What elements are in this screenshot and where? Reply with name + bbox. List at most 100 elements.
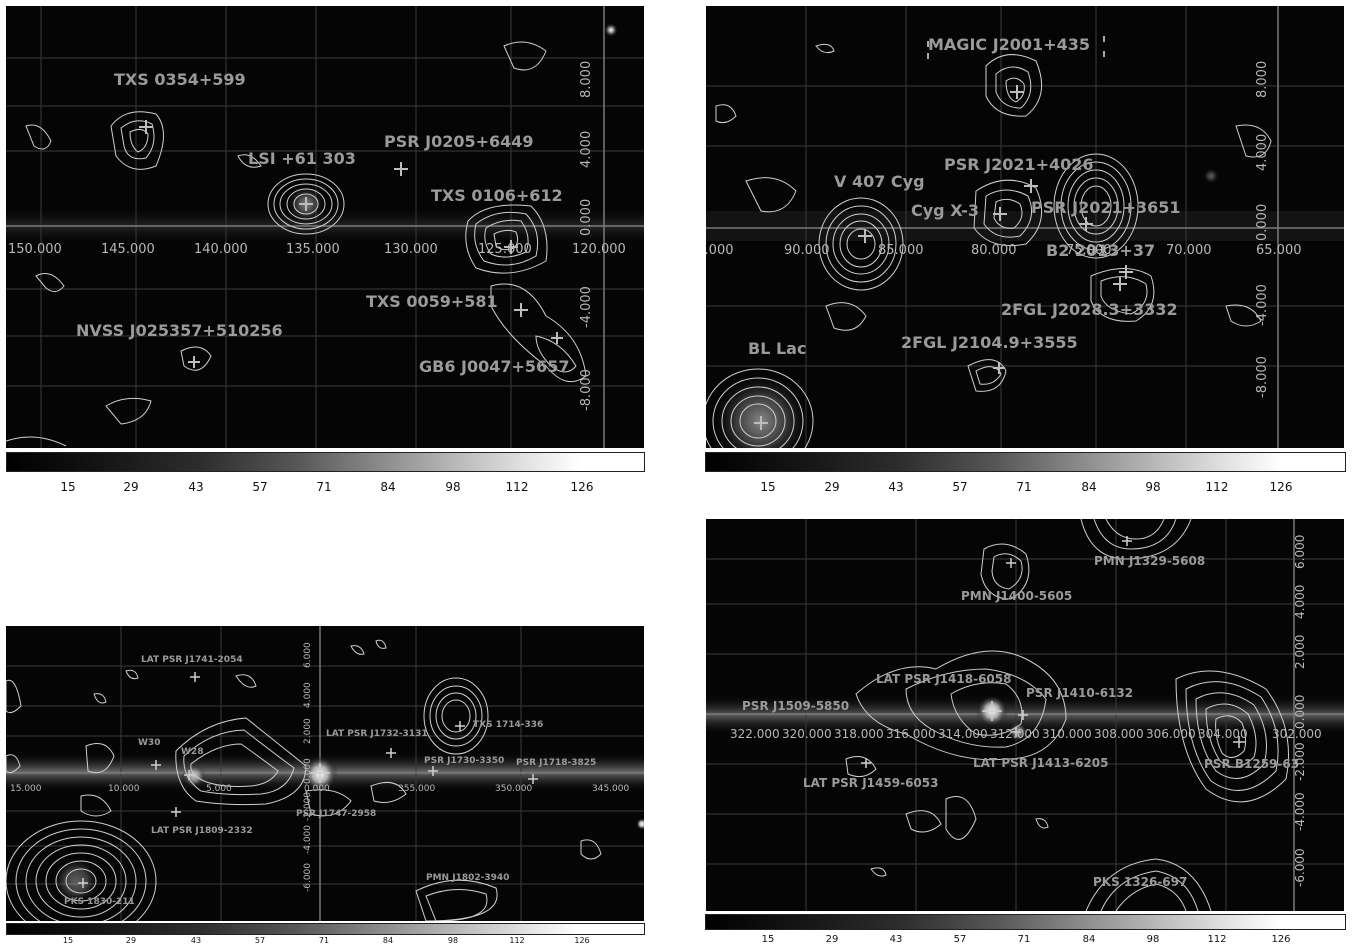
colorbar-tick: 98	[1146, 934, 1160, 945]
contour-lines	[845, 519, 1289, 911]
x-axis-tick: 314.000	[938, 727, 988, 741]
colorbar-tick: 43	[188, 480, 204, 494]
source-label: PMN J1802-3940	[426, 873, 509, 883]
source-label: PKS 1830-211	[64, 897, 135, 907]
colorbar	[6, 923, 645, 935]
source-label: LAT PSR J1741-2054	[141, 655, 243, 665]
y-axis-tick: 0.000	[1293, 695, 1307, 729]
source-label: LAT PSR J1732-3131	[326, 729, 428, 739]
source-label: LAT PSR J1809-2332	[151, 826, 253, 836]
x-axis-tick: 0.000	[304, 784, 330, 794]
colorbar-tick: 57	[254, 936, 266, 945]
source-label: 2FGL J2028.3+3332	[1001, 300, 1178, 319]
colorbar-tick: 126	[570, 480, 594, 494]
colorbar-tick: 84	[1082, 934, 1096, 945]
contour-lines	[706, 43, 1272, 448]
colorbar	[705, 452, 1346, 472]
x-axis-tick: 320.000	[782, 727, 832, 741]
source-label: LAT PSR J1459-6053	[803, 776, 938, 790]
colorbar-tick: 126	[1269, 480, 1293, 494]
colorbar-tick: 71	[318, 936, 330, 945]
colorbar-tick: 98	[445, 480, 461, 494]
source-label: TXS 1714-336	[473, 720, 543, 730]
colorbar-tick: 15	[760, 480, 776, 494]
x-axis-tick: 145.000	[101, 242, 155, 257]
x-axis-tick: 80.000	[971, 243, 1017, 258]
sky-map-panel-bottom-right: PMN J1329-5608 PMN J1400-5605 LAT PSR J1…	[706, 519, 1344, 911]
sky-map-panel-bottom-left: LAT PSR J1741-2054 TXS 1714-336 W30 W28 …	[6, 626, 644, 921]
sky-map-panel-top-right: MAGIC J2001+435 PSR J2021+4026 V 407 Cyg…	[706, 6, 1344, 448]
coordinate-grid	[706, 6, 1344, 448]
y-axis-tick: -6.000	[303, 863, 313, 892]
sky-map-image: TXS 0354+599 LSI +61 303 PSR J0205+6449 …	[6, 6, 644, 448]
source-label: PKS 1326-697	[1093, 875, 1187, 889]
source-label: PSR J1509-5850	[742, 699, 849, 713]
colorbar-tick: 84	[380, 480, 396, 494]
y-axis-tick: -8.000	[579, 369, 594, 411]
x-axis-tick: 140.000	[194, 242, 248, 257]
source-markers	[861, 536, 1245, 768]
colorbar-tick: 57	[252, 480, 268, 494]
source-label: PMN J1400-5605	[961, 589, 1072, 603]
colorbar-tick: 112	[509, 936, 525, 945]
x-axis-tick: 308.000	[1094, 727, 1144, 741]
source-label: PMN J1329-5608	[1094, 554, 1205, 568]
y-axis-tick: 2.000	[303, 718, 313, 744]
colorbar-tick: 43	[889, 934, 903, 945]
colorbar-tick: 15	[761, 934, 775, 945]
x-axis-tick: 302.000	[1272, 727, 1322, 741]
contour-lines	[6, 639, 602, 921]
source-markers	[927, 36, 1105, 59]
y-axis-tick: 6.000	[303, 642, 313, 668]
source-label: LAT PSR J1418-6058	[876, 672, 1011, 686]
x-axis-tick: 304.000	[1198, 727, 1248, 741]
y-axis-tick: -6.000	[1293, 848, 1307, 887]
y-axis-tick: 0.000	[303, 758, 313, 784]
coordinate-grid	[706, 519, 1344, 911]
colorbar-ticks: 15 29 43 57 71 84 98 112 126	[6, 480, 643, 494]
y-axis-tick: 8.000	[579, 61, 594, 98]
x-axis-tick: 322.000	[730, 727, 780, 741]
colorbar-tick: 112	[1207, 934, 1227, 945]
source-label: BL Lac	[748, 339, 806, 358]
x-axis-tick: 65.000	[1256, 243, 1302, 258]
x-axis-tick: 150.000	[8, 242, 62, 257]
x-axis-tick: 120.000	[572, 242, 626, 257]
source-label: PSR J2021+3651	[1031, 198, 1181, 217]
y-axis-tick: -4.000	[1293, 792, 1307, 831]
y-axis-tick: 6.000	[1293, 535, 1307, 569]
x-axis-tick: 70.000	[1166, 243, 1212, 258]
source-label: PSR J1747-2958	[296, 809, 376, 819]
source-label: W28	[181, 747, 203, 757]
sky-map-image: PMN J1329-5608 PMN J1400-5605 LAT PSR J1…	[706, 519, 1344, 911]
sky-map-image: MAGIC J2001+435 PSR J2021+4026 V 407 Cyg…	[706, 6, 1344, 448]
colorbar-tick: 29	[123, 480, 139, 494]
source-label: MAGIC J2001+435	[928, 35, 1090, 54]
colorbar-tick: 29	[825, 934, 839, 945]
sky-map-image: LAT PSR J1741-2054 TXS 1714-336 W30 W28 …	[6, 626, 644, 921]
colorbar-tick: 71	[316, 480, 332, 494]
source-markers	[754, 85, 1133, 430]
source-label: V 407 Cyg	[834, 172, 925, 191]
source-label: W30	[138, 738, 160, 748]
y-axis-tick: -2.000	[1293, 742, 1307, 781]
source-label: PSR J0205+6449	[384, 132, 534, 151]
source-label: PSR J1730-3350	[424, 756, 504, 766]
source-markers	[139, 120, 563, 368]
colorbar-tick: 15	[60, 480, 76, 494]
source-label: PSR J1410-6132	[1026, 686, 1133, 700]
y-axis-tick: -2.000	[303, 792, 313, 821]
x-axis-tick: 316.000	[886, 727, 936, 741]
source-label: LAT PSR J1413-6205	[973, 756, 1108, 770]
source-label: PSR J2021+4026	[944, 155, 1094, 174]
source-label: 2FGL J2104.9+3555	[901, 333, 1078, 352]
y-axis-tick: 4.000	[579, 131, 594, 168]
x-axis-tick: 95.000	[706, 243, 734, 258]
source-label: TXS 0354+599	[114, 70, 246, 89]
source-label: NVSS J025357+510256	[76, 321, 283, 340]
x-axis-tick: 85.000	[878, 243, 924, 258]
colorbar-tick: 71	[1017, 934, 1031, 945]
y-axis-tick: -8.000	[1255, 356, 1270, 398]
x-axis-tick: 135.000	[286, 242, 340, 257]
colorbar-tick: 126	[1271, 934, 1291, 945]
